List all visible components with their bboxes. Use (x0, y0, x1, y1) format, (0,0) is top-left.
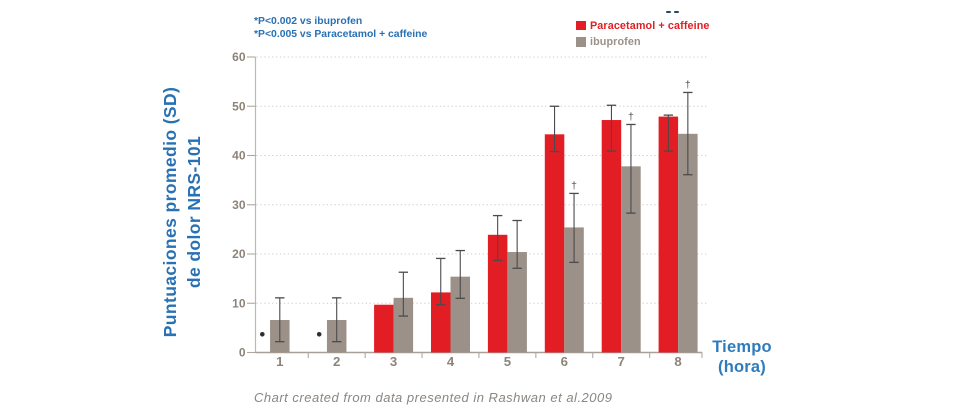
bar-paracetamol-hour-5 (487, 234, 508, 353)
x-tick-label-5: 5 (504, 354, 511, 369)
y-tick-label-20: 20 (232, 247, 246, 261)
x-tick-label-4: 4 (447, 354, 455, 369)
dot-marker-hour-1 (260, 331, 265, 337)
bar-paracetamol-hour-7 (601, 120, 622, 353)
significance-annotations: *P<0.002 vs ibuprofen *P<0.005 vs Parace… (254, 16, 427, 42)
annotation-line-2: *P<0.005 vs Paracetamol + caffeine (254, 29, 428, 41)
y-tick-label-30: 30 (232, 198, 246, 212)
bar-ibuprofen-hour-8 (678, 133, 698, 353)
legend-item-ibuprofen: ibuprofen (576, 36, 710, 48)
x-tick-label-8: 8 (674, 354, 681, 369)
x-tick-label-7: 7 (618, 354, 625, 369)
legend-label-ibuprofen: ibuprofen (590, 36, 641, 48)
clipped-text-dash-left (666, 10, 672, 13)
x-axis-title: Tiempo (hora) (711, 337, 773, 377)
x-tick-label-3: 3 (390, 354, 397, 369)
y-tick-label-0: 0 (239, 346, 246, 360)
bar-paracetamol-hour-8 (658, 116, 679, 353)
y-tick-label-50: 50 (232, 99, 246, 113)
bar-paracetamol-hour-3 (374, 304, 394, 353)
bar-ibuprofen-hour-6 (564, 227, 584, 353)
y-tick-label-40: 40 (232, 149, 246, 163)
dagger-marker-hour-8: † (685, 79, 691, 91)
x-tick-label-2: 2 (333, 354, 340, 369)
x-axis-title-line-2: (hora) (718, 358, 766, 376)
clipped-text-dash-right (673, 10, 679, 13)
dagger-marker-hour-7: † (628, 111, 634, 123)
x-tick-label-1: 1 (276, 354, 283, 369)
bar-ibuprofen-hour-3 (393, 297, 414, 353)
bar-ibuprofen-hour-7 (621, 166, 641, 353)
legend-item-paracetamol: Paracetamol + caffeine (576, 20, 710, 32)
bar-paracetamol-hour-6 (544, 134, 565, 353)
dagger-marker-hour-6: † (571, 180, 577, 192)
y-tick-label-60: 60 (232, 50, 246, 64)
legend: Paracetamol + caffeine ibuprofen (576, 20, 710, 48)
x-tick-label-6: 6 (561, 354, 568, 369)
bar-ibuprofen-hour-5 (507, 252, 527, 353)
bar-paracetamol-hour-4 (431, 292, 451, 353)
legend-swatch-ibuprofen (576, 37, 586, 47)
annotation-line-1: *P<0.002 vs ibuprofen (254, 16, 363, 28)
dot-marker-hour-2 (316, 331, 322, 337)
source-note: Chart created from data presented in Ras… (254, 389, 613, 405)
x-axis-title-line-1: Tiempo (712, 338, 772, 356)
y-tick-label-10: 10 (232, 296, 246, 310)
legend-swatch-paracetamol (576, 20, 586, 31)
legend-label-paracetamol: Paracetamol + caffeine (590, 19, 710, 32)
bar-ibuprofen-hour-4 (450, 276, 470, 353)
